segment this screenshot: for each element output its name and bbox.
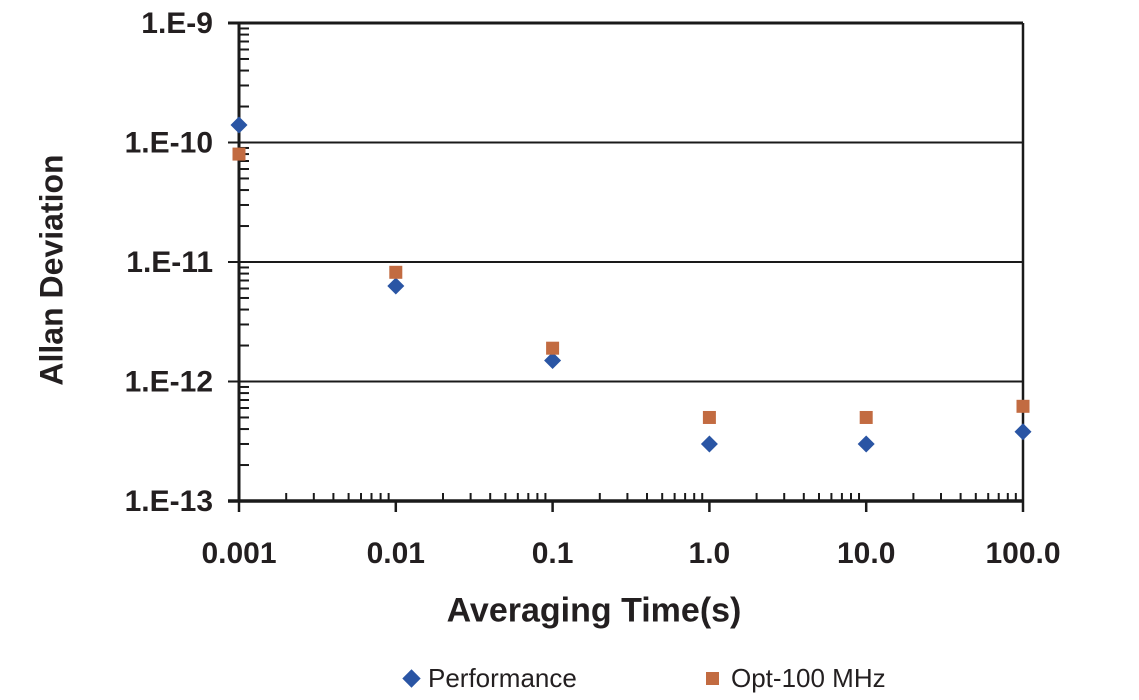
x-tick-label: 100.0 (985, 537, 1060, 570)
x-axis-title: Averaging Time(s) (446, 591, 742, 630)
x-tick-label: 0.1 (532, 537, 574, 570)
data-point-square (546, 341, 560, 355)
x-tick-label: 10.0 (837, 537, 895, 570)
y-tick-label: 1.E-12 (125, 366, 213, 399)
data-points (230, 116, 1032, 453)
data-point-square (1016, 399, 1030, 413)
diamond-marker-icon (402, 668, 421, 688)
data-point-square (859, 410, 873, 424)
x-tick-label: 0.01 (367, 537, 425, 570)
data-point-diamond (544, 351, 562, 369)
data-point-diamond (700, 435, 718, 453)
tick-labels: 1.E-9 1.E-10 1.E-11 1.E-12 1.E-13 0.001 0.01 0.… (125, 7, 1061, 570)
legend-label-opt-100-mhz: Opt-100 MHz (731, 662, 886, 693)
x-tick-label: 1.0 (689, 537, 731, 570)
data-point-square (702, 410, 716, 424)
x-tick-label: 0.001 (201, 537, 276, 570)
legend: Performance Opt-100 MHz (0, 662, 1139, 696)
square-marker-icon (706, 671, 719, 685)
y-tick-label: 1.E-13 (125, 485, 213, 518)
data-point-diamond (857, 435, 875, 453)
legend-label-performance: Performance (428, 662, 577, 693)
x-axis-ticks (237, 493, 1025, 512)
y-tick-label: 1.E-10 (125, 127, 213, 160)
data-point-square (232, 147, 246, 161)
data-point-square (389, 265, 403, 279)
data-point-diamond (387, 277, 405, 295)
axes-border (237, 21, 1025, 501)
gridlines (228, 21, 1023, 503)
y-tick-label: 1.E-9 (141, 7, 213, 40)
y-tick-label: 1.E-11 (126, 246, 213, 279)
data-point-diamond (1014, 423, 1032, 441)
data-point-diamond (230, 116, 248, 134)
y-minor-ticks (240, 27, 249, 467)
legend-item-opt-100-mhz: Opt-100 MHz (706, 662, 886, 694)
legend-item-performance: Performance (402, 662, 577, 694)
